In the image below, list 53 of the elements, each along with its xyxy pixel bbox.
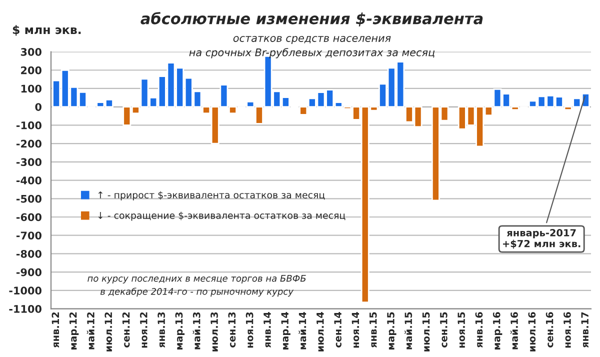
y-tick-label: -900 — [16, 268, 42, 276]
x-tick-label: ноя.12 — [140, 312, 148, 348]
annotation: по курсу последних в месяце торгов на БВФБ в декабре 2014-го - по рыночному курсу — [88, 275, 306, 297]
x-tick-label: июл.16 — [528, 312, 536, 352]
x-tick-label: июл.13 — [210, 312, 218, 352]
x-tick-label: июл.14 — [316, 312, 324, 352]
x-tick-label: сен.16 — [546, 312, 554, 348]
y-axis-title: $ млн экв. — [12, 24, 81, 36]
x-tick-label: янв.17 — [581, 312, 588, 348]
legend-label: ↑ - прирост $-эквивалента остатков за месяц — [98, 191, 325, 200]
x-tick-label: янв.15 — [370, 312, 377, 348]
x-tick-label: сен.15 — [440, 312, 448, 348]
x-tick-label: сен.14 — [334, 312, 342, 348]
y-tick-label: -800 — [16, 250, 42, 258]
x-tick-label: янв.16 — [475, 312, 483, 348]
x-tick-label: июл.12 — [104, 312, 112, 352]
x-tick-label: ноя.14 — [352, 312, 360, 348]
y-tick-label: -400 — [16, 176, 42, 184]
x-tick-label: мар.15 — [387, 312, 396, 350]
y-tick-label: -700 — [16, 232, 42, 240]
chart-title: абсолютные изменения $-эквивалента — [140, 12, 483, 26]
y-tick-label: -1000 — [9, 286, 42, 295]
x-tick-label: сен.12 — [122, 312, 130, 348]
y-tick-label: -300 — [16, 158, 42, 166]
x-tick-label: май.15 — [404, 312, 412, 350]
x-tick-label: сен.13 — [228, 312, 236, 348]
y-tick-label: -200 — [16, 140, 42, 148]
x-tick-label: янв.14 — [264, 312, 271, 348]
y-tick-label: -600 — [16, 213, 42, 222]
x-tick-label: янв.13 — [158, 312, 165, 348]
y-tick-label: -100 — [16, 121, 42, 130]
x-tick-label: май.12 — [86, 312, 94, 350]
x-tick-label: июл.15 — [422, 312, 430, 352]
x-tick-label: ноя.13 — [246, 312, 254, 348]
x-tick-label: янв.12 — [52, 312, 59, 348]
annotation: январь-2017 +$72 млн экв. — [503, 229, 580, 249]
x-tick-label: мар.13 — [175, 312, 185, 350]
y-tick-label: 0 — [35, 103, 42, 111]
y-tick-label: -1100 — [9, 305, 42, 313]
y-tick-label: 200 — [21, 66, 42, 74]
x-tick-label: мар.14 — [281, 312, 290, 350]
x-tick-label: май.14 — [298, 312, 306, 350]
x-tick-label: мар.16 — [492, 312, 502, 350]
y-tick-label: 300 — [20, 48, 42, 56]
chart-subtitle: остатков средств населения на срочных Br-рублевых депозитах за месяц — [189, 36, 435, 58]
x-tick-label: май.13 — [192, 312, 200, 350]
x-tick-label: мар.12 — [69, 312, 79, 350]
y-tick-label: -500 — [16, 194, 42, 203]
y-tick-label: 100 — [21, 84, 42, 93]
legend-label: ↓ - сокращение $-эквивалента остатков за месяц — [98, 212, 346, 221]
x-tick-label: ноя.15 — [458, 312, 465, 348]
x-tick-label: май.16 — [510, 312, 518, 350]
x-tick-label: ноя.16 — [564, 312, 571, 348]
